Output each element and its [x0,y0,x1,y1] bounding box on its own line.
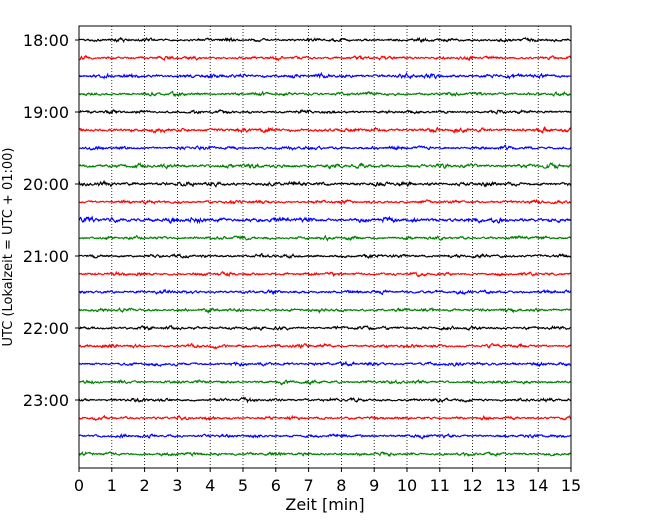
x-tick-label: 11 [430,476,450,495]
seismogram-trace [78,360,572,368]
y-tick-label: 20:00 [23,175,69,194]
seismogram-trace [78,270,572,278]
seismogram-trace [78,433,572,440]
x-tick-label: 13 [495,476,515,495]
seismogram-trace [78,71,572,80]
y-axis-label: UTC (Lokalzeit = UTC + 01:00) [1,148,16,347]
trace-group [78,36,572,458]
y-tick-label: 18:00 [23,31,69,50]
plot-frame [78,25,572,469]
seismogram-trace [78,288,572,296]
x-tick-label: 9 [369,476,379,495]
y-tick-label: 19:00 [23,103,69,122]
seismogram-trace [78,125,572,135]
seismogram-trace [78,90,572,98]
x-tick-label: 10 [397,476,417,495]
y-tick-label: 21:00 [23,247,69,266]
x-tick-label: 7 [304,476,314,495]
seismogram-trace [78,144,572,152]
x-tick-label: 4 [205,476,215,495]
seismogram-trace [78,396,572,404]
seismogram-trace [78,324,572,332]
seismogram-trace [78,36,572,44]
x-tick-label: 5 [238,476,248,495]
x-tick-label: 6 [271,476,281,495]
seismogram-trace [78,414,572,422]
seismogram-trace [78,198,572,206]
seismogram-trace [78,161,572,170]
y-ticks: 18:00 19:00 20:00 21:00 22:00 23:00 [23,31,79,410]
seismogram-trace [78,215,572,225]
x-tick-label: 0 [74,476,84,495]
seismogram-trace [78,108,572,115]
x-tick-label: 1 [107,476,117,495]
x-axis-label: Zeit [min] [285,495,364,514]
seismogram-trace [78,252,572,259]
x-tick-label: 8 [336,476,346,495]
seismogram-trace [78,179,572,188]
seismogram-trace [78,54,572,62]
x-tick-label: 12 [462,476,482,495]
x-tick-label: 15 [561,476,581,495]
seismogram-trace [78,451,572,458]
seismogram-trace [78,234,572,242]
x-tick-label: 14 [528,476,548,495]
x-ticks: 0 1 2 3 4 5 6 7 8 9 10 11 12 13 14 15 [74,468,581,495]
x-tick-label: 2 [140,476,150,495]
y-tick-label: 22:00 [23,319,69,338]
seismogram-trace [78,378,572,386]
seismogram-trace [78,342,572,350]
seismogram-trace [78,306,572,314]
y-tick-label: 23:00 [23,391,69,410]
x-tick-label: 3 [172,476,182,495]
